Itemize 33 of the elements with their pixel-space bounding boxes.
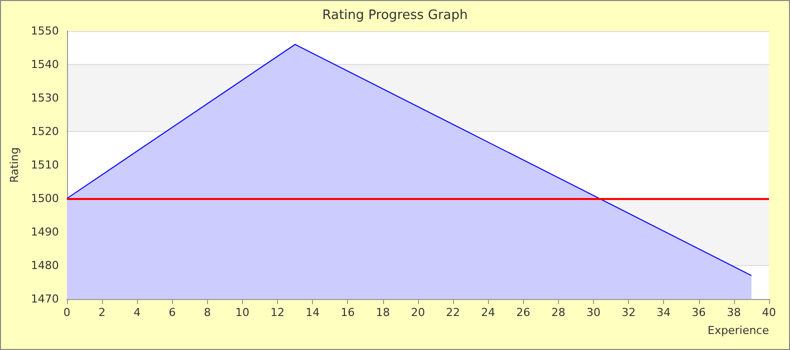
x-tick-label: 4 — [134, 306, 141, 319]
x-tick-label: 2 — [98, 306, 106, 319]
x-tick-label: 22 — [446, 306, 460, 319]
x-tick-label: 24 — [481, 306, 496, 319]
x-tick-label: 34 — [656, 306, 671, 319]
x-axis-title: Experience — [708, 324, 770, 337]
y-tick-label: 1470 — [30, 292, 59, 306]
y-tick-label: 1540 — [30, 58, 59, 71]
y-tick-label: 1550 — [30, 24, 59, 38]
x-tick-label: 10 — [235, 306, 250, 319]
x-tick-label: 6 — [168, 306, 176, 319]
y-tick-label: 1530 — [30, 92, 59, 104]
y-tick-label: 1520 — [30, 125, 59, 138]
chart-title: Rating Progress Graph — [322, 8, 468, 23]
x-tick-label: 14 — [306, 306, 320, 319]
x-tick-label: 32 — [622, 306, 636, 319]
x-tick-label: 36 — [692, 306, 706, 319]
y-tick-label: 1490 — [30, 226, 59, 238]
y-axis-title: Rating — [8, 147, 21, 183]
x-tick-label: 28 — [551, 306, 566, 319]
y-tick-label: 1510 — [30, 158, 59, 172]
x-tick-label: 20 — [410, 306, 425, 319]
x-tick-label: 18 — [376, 306, 390, 319]
x-tick-label: 8 — [204, 306, 211, 319]
x-tick-label: 26 — [516, 306, 530, 319]
x-tick-label: 0 — [63, 306, 70, 319]
y-tick-label: 1480 — [30, 259, 59, 272]
x-tick-label: 16 — [340, 306, 355, 319]
x-tick-label: 40 — [762, 306, 776, 319]
x-tick-label: 38 — [726, 306, 741, 319]
y-tick-label: 1500 — [30, 192, 59, 205]
x-tick-label: 30 — [586, 306, 600, 319]
x-tick-label: 12 — [270, 306, 285, 319]
